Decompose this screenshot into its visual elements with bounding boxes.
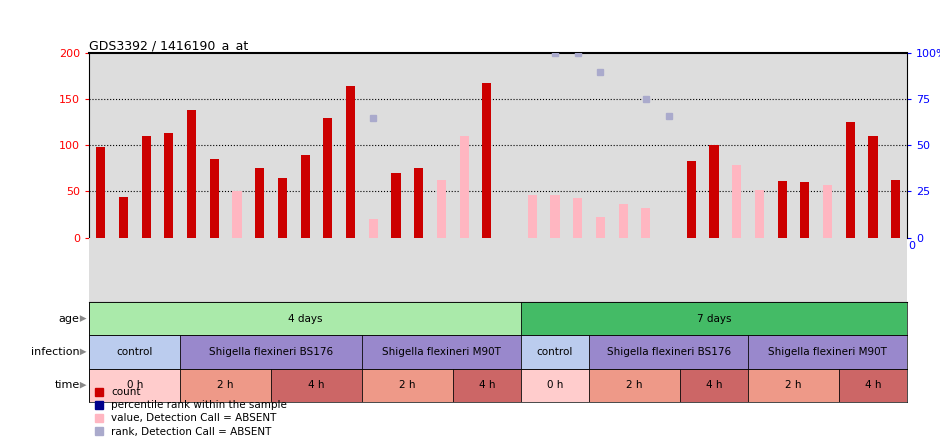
Text: control: control bbox=[537, 347, 573, 357]
Bar bbox=[164, 134, 173, 238]
Bar bbox=[460, 136, 469, 238]
Bar bbox=[278, 178, 287, 238]
Bar bbox=[346, 86, 355, 238]
Text: infection: infection bbox=[31, 347, 80, 357]
Bar bbox=[180, 335, 362, 369]
Text: 7 days: 7 days bbox=[697, 313, 731, 324]
Text: 2 h: 2 h bbox=[785, 380, 802, 390]
Bar bbox=[415, 168, 423, 238]
Bar bbox=[710, 146, 718, 238]
Bar bbox=[89, 302, 521, 335]
Bar bbox=[619, 204, 628, 238]
Bar bbox=[362, 335, 521, 369]
Bar bbox=[180, 369, 271, 402]
Bar bbox=[232, 191, 242, 238]
Legend: count, percentile rank within the sample, value, Detection Call = ABSENT, rank, : count, percentile rank within the sample… bbox=[95, 387, 287, 436]
Text: age: age bbox=[58, 313, 80, 324]
Bar bbox=[680, 369, 748, 402]
Bar bbox=[777, 181, 787, 238]
Text: 2 h: 2 h bbox=[400, 380, 415, 390]
Text: 4 h: 4 h bbox=[865, 380, 882, 390]
Bar bbox=[839, 369, 907, 402]
Bar bbox=[391, 173, 400, 238]
Text: 4 h: 4 h bbox=[478, 380, 495, 390]
Bar bbox=[748, 335, 907, 369]
Bar bbox=[89, 369, 180, 402]
Text: 2 h: 2 h bbox=[217, 380, 234, 390]
Bar bbox=[551, 195, 559, 238]
Bar bbox=[521, 302, 907, 335]
Bar bbox=[800, 182, 809, 238]
Text: control: control bbox=[117, 347, 153, 357]
Bar bbox=[748, 369, 839, 402]
Bar bbox=[187, 111, 196, 238]
Bar bbox=[255, 168, 264, 238]
Bar bbox=[589, 369, 680, 402]
Bar bbox=[846, 123, 854, 238]
Text: 4 h: 4 h bbox=[706, 380, 722, 390]
Bar bbox=[732, 165, 742, 238]
Bar bbox=[521, 335, 589, 369]
Text: Shigella flexineri BS176: Shigella flexineri BS176 bbox=[606, 347, 730, 357]
Bar bbox=[527, 195, 537, 238]
Bar bbox=[869, 136, 878, 238]
Text: Shigella flexineri M90T: Shigella flexineri M90T bbox=[768, 347, 887, 357]
Bar bbox=[323, 118, 333, 238]
Bar bbox=[573, 198, 582, 238]
Bar bbox=[210, 159, 219, 238]
Bar bbox=[437, 180, 446, 238]
Bar bbox=[142, 136, 150, 238]
Text: time: time bbox=[55, 380, 80, 390]
Bar bbox=[521, 369, 589, 402]
Bar bbox=[596, 217, 605, 238]
Text: 0: 0 bbox=[908, 241, 916, 251]
Bar bbox=[823, 185, 832, 238]
Bar bbox=[641, 208, 650, 238]
Text: 0 h: 0 h bbox=[547, 380, 563, 390]
Text: 2 h: 2 h bbox=[626, 380, 643, 390]
Bar bbox=[687, 161, 696, 238]
Bar bbox=[589, 335, 748, 369]
Bar bbox=[368, 219, 378, 238]
Text: 4 h: 4 h bbox=[308, 380, 324, 390]
Text: GDS3392 / 1416190_a_at: GDS3392 / 1416190_a_at bbox=[89, 39, 248, 52]
Text: Shigella flexineri BS176: Shigella flexineri BS176 bbox=[209, 347, 333, 357]
Text: 4 days: 4 days bbox=[288, 313, 322, 324]
Text: Shigella flexineri M90T: Shigella flexineri M90T bbox=[382, 347, 501, 357]
Bar bbox=[362, 369, 453, 402]
Bar bbox=[482, 83, 492, 238]
Bar bbox=[755, 190, 764, 238]
Bar bbox=[96, 147, 105, 238]
Bar bbox=[301, 155, 309, 238]
Bar bbox=[89, 335, 180, 369]
Bar bbox=[891, 180, 901, 238]
Bar bbox=[271, 369, 362, 402]
Bar bbox=[453, 369, 521, 402]
Text: 0 h: 0 h bbox=[127, 380, 143, 390]
Bar bbox=[118, 197, 128, 238]
